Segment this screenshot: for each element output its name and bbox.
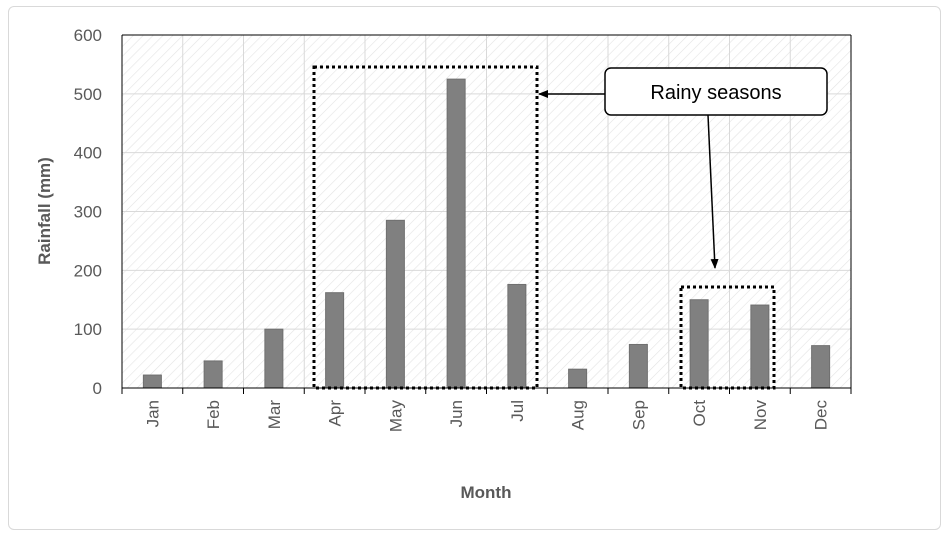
annotation-box-rainy-2 [679,285,776,390]
bar-aug [568,368,588,389]
x-tick-label: Jul [508,400,527,422]
bar-jul [507,283,527,389]
bar-may [385,219,405,389]
y-tick-label: 300 [74,203,102,222]
bar-nov [750,304,770,389]
bar-dec [811,345,831,389]
x-tick-label: Apr [326,400,345,427]
x-tick-label: Nov [751,400,770,431]
annotation-callout-box [604,67,828,116]
annotation-arrow-2 [707,114,719,269]
x-axis-title: Month [461,483,512,502]
y-tick-labels: 0 100 200 300 400 500 600 [74,26,102,398]
x-tick-label: Mar [265,400,284,430]
bar-jan [142,374,162,389]
y-tick-label: 0 [93,379,102,398]
bar-mar [264,328,284,389]
y-tick-label: 500 [74,85,102,104]
x-tick-label: Dec [812,400,831,431]
x-tick-label: Jan [143,400,162,427]
annotation-box-rainy-1 [312,65,539,390]
annotation-group: Rainy seasons [312,65,828,390]
x-tick-label: Aug [569,400,588,430]
x-tick-label: Sep [629,400,648,430]
annotation-label: Rainy seasons [650,82,781,104]
x-tick-label: Jun [447,400,466,427]
y-tick-label: 600 [74,26,102,45]
bar-jun [446,78,466,389]
x-tick-labels: Jan Feb Mar Apr May Jun Jul Aug Sep Oct Nov Dec [143,400,830,433]
x-tick-label: Oct [690,400,709,427]
y-tick-label: 200 [74,261,102,280]
bar-oct [689,299,709,389]
bar-apr [325,292,345,389]
bar-sep [628,343,648,389]
y-tick-label: 400 [74,144,102,163]
x-tick-label: Feb [204,400,223,429]
x-tick-label: May [386,400,405,433]
y-tick-label: 100 [74,320,102,339]
bar-feb [203,360,223,389]
y-axis-title: Rainfall (mm) [35,157,54,265]
